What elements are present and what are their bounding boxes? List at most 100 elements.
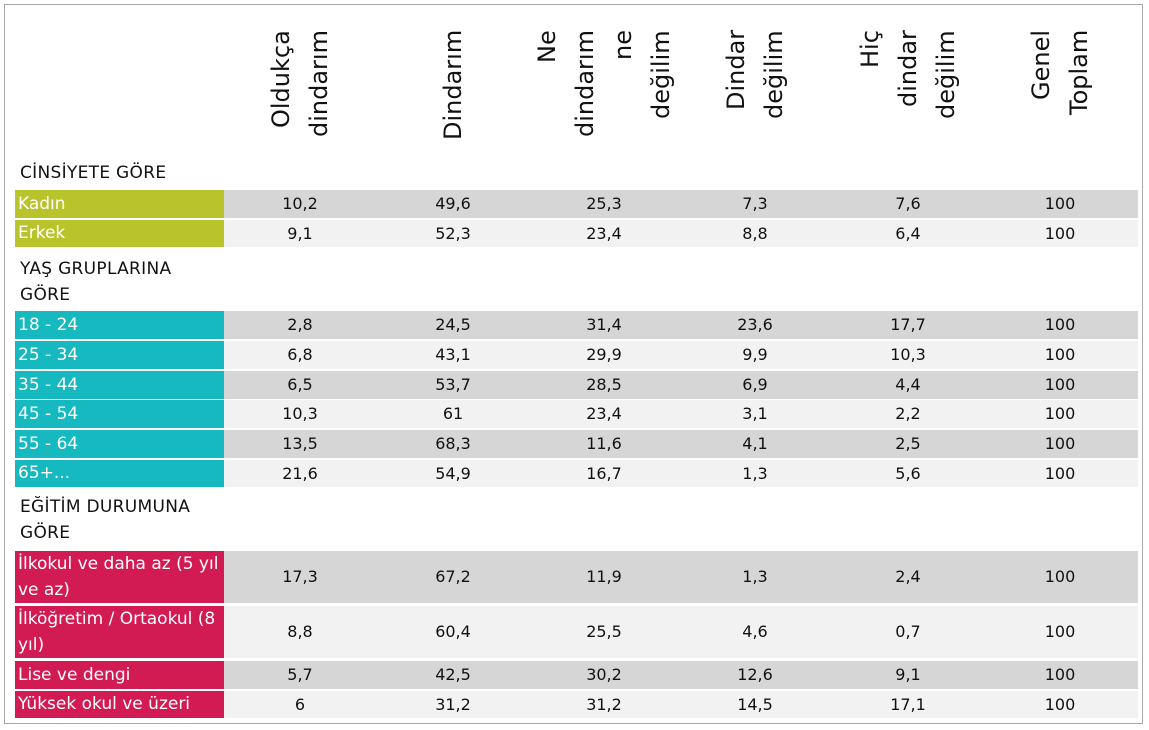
table-cell: 53,7 [435,375,471,394]
table-cell: 24,5 [435,315,471,334]
table-cell: 10,3 [282,404,318,423]
table-cell: 4,4 [895,375,921,394]
table-cell: 9,1 [895,665,921,684]
column-header: Dindar değilim [717,30,793,142]
table-frame [4,4,1143,724]
column-header-line: dindar [894,30,922,107]
table-cell: 6,4 [895,224,921,243]
table-cell: 10,2 [282,194,318,213]
table-cell: 2,8 [287,315,313,334]
column-header-line: Genel [1027,30,1055,101]
column-header-line: dindarım [571,30,599,137]
table-cell: 61 [442,404,464,423]
row-label: İlkokul ve daha az (5 yıl ve az) [15,551,224,603]
column-header: Ne dindarım ne değilim [528,30,680,142]
table-cell: 29,9 [586,345,622,364]
table-cell: 6,8 [287,345,313,364]
table-cell: 5,6 [895,464,921,483]
table-cell: 9,9 [742,345,768,364]
row-label: Kadın [15,190,224,218]
row-label: 65+... [15,460,224,487]
table-cell: 100 [1044,567,1076,586]
table-row [224,606,1138,658]
table-cell: 23,4 [586,404,622,423]
table-cell: 23,4 [586,224,622,243]
table-cell: 5,7 [287,665,313,684]
table-cell: 17,3 [282,567,318,586]
table-cell: 68,3 [435,434,471,453]
table-cell: 13,5 [282,434,318,453]
table-cell: 31,4 [586,315,622,334]
table-cell: 6 [294,695,306,714]
row-label: Erkek [15,220,224,247]
row-label: İlköğretim / Ortaokul (8 yıl) [15,606,224,658]
row-label: 55 - 64 [15,430,224,458]
column-header-line: Toplam [1065,30,1093,116]
table-cell: 10,3 [890,345,926,364]
table-row [224,460,1138,487]
column-header: Genel Toplam [1022,30,1098,142]
table-cell: 6,9 [742,375,768,394]
table-cell: 7,3 [742,194,768,213]
table-row [224,220,1138,247]
table-row [224,371,1138,399]
column-header: Oldukça dindarım [262,30,338,142]
table-cell: 8,8 [742,224,768,243]
table-cell: 11,9 [586,567,622,586]
table-cell: 14,5 [737,695,773,714]
table-cell: 8,8 [287,622,313,641]
table-row [224,400,1138,428]
table-cell: 25,3 [586,194,622,213]
column-header-line: Dindar [722,30,750,111]
table-cell: 4,6 [742,622,768,641]
row-label: 45 - 54 [15,400,224,428]
row-label: 35 - 44 [15,371,224,399]
table-cell: 21,6 [282,464,318,483]
table-cell: 49,6 [435,194,471,213]
table-cell: 100 [1044,194,1076,213]
row-label: Yüksek okul ve üzeri [15,691,224,718]
table-cell: 1,3 [742,567,768,586]
column-header-line: dindarım [305,30,333,137]
table-cell: 52,3 [435,224,471,243]
table-cell: 67,2 [435,567,471,586]
table-cell: 4,1 [742,434,768,453]
row-label: 25 - 34 [15,341,224,369]
table-cell: 0,7 [895,622,921,641]
column-header-line: Dindarım [439,30,467,141]
column-header: Hiç dindar değilim [851,30,965,142]
table-row [224,691,1138,718]
table-cell: 17,1 [890,695,926,714]
table-cell: 31,2 [586,695,622,714]
table-cell: 7,6 [895,194,921,213]
table-cell: 54,9 [435,464,471,483]
section-title: CİNSİYETE GÖRE [20,163,167,183]
column-header: Dindarım [434,30,472,142]
table-cell: 2,4 [895,567,921,586]
table-cell: 100 [1044,434,1076,453]
row-label: 18 - 24 [15,311,224,339]
table-cell: 42,5 [435,665,471,684]
table-cell: 28,5 [586,375,622,394]
table-cell: 100 [1044,375,1076,394]
row-label: Lise ve dengi [15,661,224,689]
column-header-line: değilim [760,30,788,119]
column-header-line: Hiç [856,30,884,68]
table-row [224,190,1138,218]
column-header-line: ne [609,30,637,60]
table-cell: 100 [1044,464,1076,483]
table-row [224,661,1138,689]
table-cell: 100 [1044,345,1076,364]
table-cell: 100 [1044,404,1076,423]
table-cell: 9,1 [287,224,313,243]
table-cell: 1,3 [742,464,768,483]
table-cell: 2,5 [895,434,921,453]
table-cell: 2,2 [895,404,921,423]
table-cell: 25,5 [586,622,622,641]
table-row [224,551,1138,603]
column-header-line: değilim [932,30,960,119]
table-cell: 100 [1044,622,1076,641]
table-cell: 17,7 [890,315,926,334]
table-cell: 16,7 [586,464,622,483]
table-cell: 100 [1044,695,1076,714]
